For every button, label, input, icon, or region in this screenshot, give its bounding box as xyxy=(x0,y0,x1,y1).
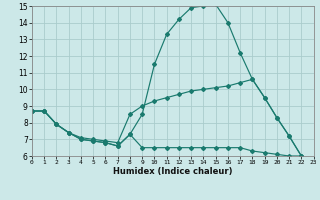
X-axis label: Humidex (Indice chaleur): Humidex (Indice chaleur) xyxy=(113,167,233,176)
